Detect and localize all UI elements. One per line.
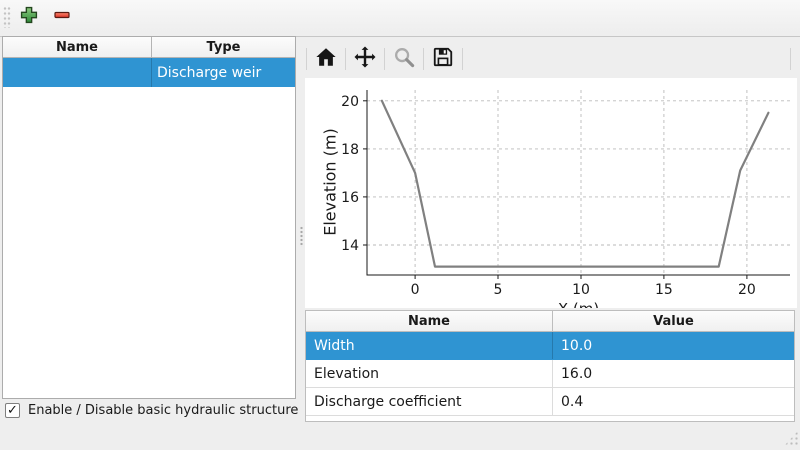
property-value-cell[interactable]: 0.4 [561, 393, 584, 410]
main-toolbar [0, 0, 800, 33]
chart-nav-toolbar [306, 46, 463, 72]
toolbar-drag-handle[interactable] [3, 6, 11, 28]
property-name-cell[interactable]: Width [306, 332, 553, 359]
structure-name-cell[interactable] [3, 58, 152, 87]
pan-button[interactable] [353, 45, 377, 73]
toolbar-separator-line [0, 36, 800, 37]
enable-structure-checkbox-row: ✓ Enable / Disable basic hydraulic struc… [5, 403, 298, 418]
window-resize-grip[interactable] [784, 431, 798, 446]
add-icon [20, 6, 38, 28]
home-button[interactable] [314, 47, 338, 71]
svg-text:15: 15 [655, 282, 673, 298]
toolbar-separator [306, 48, 307, 70]
cross-section-figure: 0 5 10 15 20 14 16 18 20 Elevation (m) X (m) [305, 78, 797, 308]
remove-structure-button[interactable] [50, 5, 74, 29]
zoom-icon [393, 46, 416, 73]
toolbar-separator [345, 48, 346, 70]
toolbar-separator [790, 48, 791, 70]
checkmark-icon: ✓ [7, 403, 18, 418]
structures-table-header: Name Type [3, 37, 295, 58]
pan-icon [353, 45, 377, 73]
properties-table-header: Name Value [306, 311, 794, 332]
enable-structure-checkbox[interactable]: ✓ [5, 403, 20, 418]
svg-text:10: 10 [572, 282, 590, 298]
remove-icon [53, 6, 71, 28]
panel-splitter-handle[interactable] [300, 226, 303, 247]
structures-table: Name Type Discharge weir [2, 36, 296, 399]
column-header-name[interactable]: Name [3, 37, 152, 57]
svg-text:20: 20 [738, 282, 756, 298]
save-button[interactable] [431, 47, 455, 71]
home-icon [315, 46, 337, 72]
add-structure-button[interactable] [17, 5, 41, 29]
y-axis-label: Elevation (m) [320, 128, 340, 236]
zoom-button[interactable] [392, 47, 416, 71]
property-name-cell[interactable]: Elevation [306, 360, 553, 387]
toolbar-separator [384, 48, 385, 70]
toolbar-separator [423, 48, 424, 70]
structure-type-cell[interactable]: Discharge weir [157, 64, 262, 81]
svg-text:20: 20 [341, 94, 359, 110]
cross-section-plot-canvas[interactable]: 0 5 10 15 20 14 16 18 20 [305, 78, 797, 308]
svg-text:14: 14 [341, 238, 359, 254]
enable-structure-checkbox-label: Enable / Disable basic hydraulic structu… [28, 403, 299, 418]
column-header-value[interactable]: Value [653, 313, 694, 329]
table-row[interactable]: Discharge weir [3, 58, 295, 87]
svg-text:16: 16 [341, 190, 359, 206]
property-name-cell[interactable]: Discharge coefficient [306, 388, 553, 415]
property-value-cell[interactable]: 16.0 [561, 365, 593, 382]
properties-table: Name Value Width 10.0 Elevation 16.0 Dis… [305, 310, 795, 422]
table-row[interactable]: Width 10.0 [306, 332, 794, 360]
table-row[interactable]: Discharge coefficient 0.4 [306, 388, 794, 416]
svg-text:0: 0 [411, 282, 420, 298]
table-row[interactable]: Elevation 16.0 [306, 360, 794, 388]
save-icon [432, 46, 454, 72]
svg-text:5: 5 [494, 282, 503, 298]
x-axis-label: X (m) [367, 300, 790, 308]
column-header-type[interactable]: Type [206, 39, 241, 55]
svg-text:18: 18 [341, 142, 359, 158]
toolbar-separator [462, 48, 463, 70]
property-value-cell[interactable]: 10.0 [561, 337, 593, 354]
column-header-name[interactable]: Name [306, 311, 553, 331]
